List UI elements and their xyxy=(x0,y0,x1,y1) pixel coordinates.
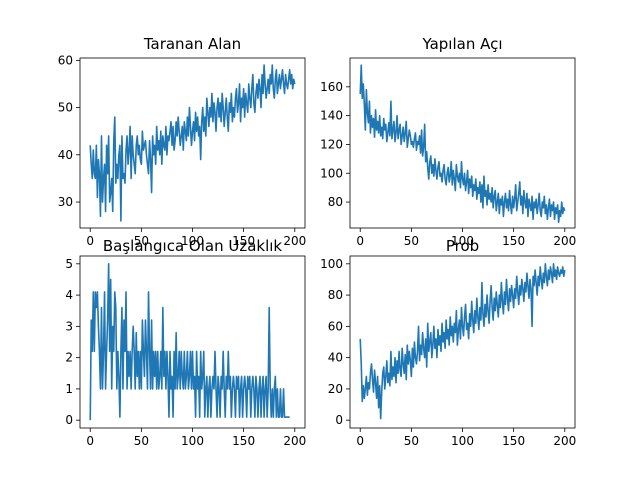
y-tick-label: 60 xyxy=(328,319,343,333)
y-tick-label: 40 xyxy=(328,351,343,365)
y-tick-label: 60 xyxy=(58,53,73,67)
y-tick-label: 20 xyxy=(328,382,343,396)
chart-title: Yapılan Açı xyxy=(421,35,502,53)
subplot-baslangica-olan-uzaklik: 0 50 100 150 200 0 1 2 3 4 5 Başlangıca Olan Uzaklı… xyxy=(65,237,306,448)
series-line xyxy=(89,64,296,222)
x-tick-label: 200 xyxy=(283,234,306,248)
x-tick-label: 50 xyxy=(404,434,419,448)
y-tick-label: 100 xyxy=(320,257,343,271)
y-tick-label: 30 xyxy=(58,195,73,209)
y-tick-label: 1 xyxy=(65,382,73,396)
y-tick-label: 80 xyxy=(328,288,343,302)
x-tick-label: 50 xyxy=(134,234,149,248)
chart-title: Prob xyxy=(446,237,479,255)
x-tick-label: 50 xyxy=(404,234,419,248)
chart-title: Başlangıca Olan Uzaklık xyxy=(103,237,283,255)
y-tick-label: 40 xyxy=(58,148,73,162)
x-tick-label: 0 xyxy=(86,234,94,248)
y-tick-label: 160 xyxy=(320,80,343,94)
y-tick-label: 2 xyxy=(65,351,73,365)
x-tick-label: 100 xyxy=(181,234,204,248)
x-tick-label: 50 xyxy=(134,434,149,448)
x-tick-label: 200 xyxy=(553,434,576,448)
y-tick-label: 5 xyxy=(65,257,73,271)
y-tick-label: 100 xyxy=(320,166,343,180)
axes-frame xyxy=(349,57,576,229)
y-tick-label: 80 xyxy=(328,195,343,209)
x-tick-label: 150 xyxy=(502,234,525,248)
x-tick-label: 200 xyxy=(283,434,306,448)
x-tick-label: 100 xyxy=(451,434,474,448)
x-tick-label: 150 xyxy=(232,434,255,448)
x-tick-label: 0 xyxy=(86,434,94,448)
x-tick-label: 100 xyxy=(451,234,474,248)
y-tick-label: 0 xyxy=(65,413,73,427)
y-tick-label: 50 xyxy=(58,101,73,115)
x-tick-label: 0 xyxy=(356,234,364,248)
x-tick-label: 0 xyxy=(356,434,364,448)
subplot-taranan-alan: 0 50 100 150 200 30 40 50 60 Taranan Alan xyxy=(58,35,307,248)
x-tick-label: 150 xyxy=(232,234,255,248)
chart-title: Taranan Alan xyxy=(143,35,241,53)
x-tick-label: 200 xyxy=(553,234,576,248)
y-tick-label: 140 xyxy=(320,109,343,123)
subplot-yapilan-aci: 0 50 100 150 200 80 100 120 140 160 Yapılan Açı xyxy=(320,35,576,248)
y-tick-label: 120 xyxy=(320,137,343,151)
y-tick-label: 4 xyxy=(65,288,73,302)
x-tick-label: 150 xyxy=(502,434,525,448)
series-line xyxy=(89,263,290,421)
x-tick-label: 100 xyxy=(181,434,204,448)
series-line xyxy=(359,263,566,420)
series-line xyxy=(359,64,566,224)
y-tick-label: 3 xyxy=(65,319,73,333)
y-tick-label: 0 xyxy=(335,413,343,427)
